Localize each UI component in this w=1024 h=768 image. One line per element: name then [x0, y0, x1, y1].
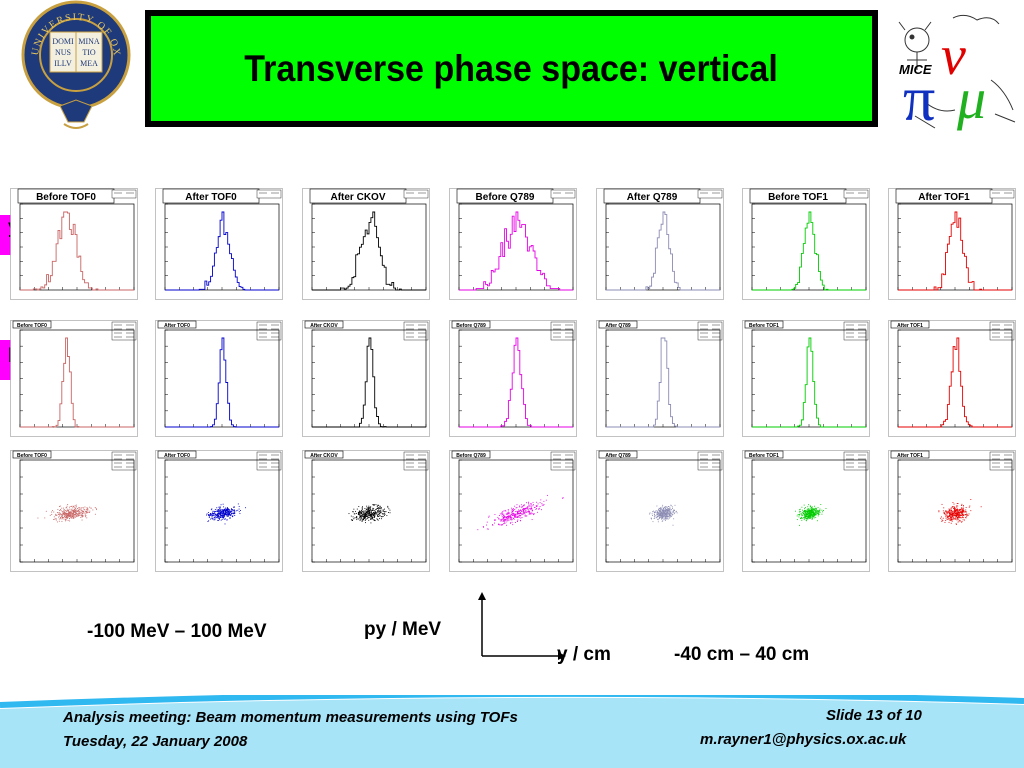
histogram-series [459, 211, 573, 291]
scatter-points [648, 504, 678, 526]
scatter-points [477, 494, 564, 531]
py-axis-label: py / MeV [364, 619, 442, 640]
plot-title: After TOF1 [918, 192, 970, 203]
y-histogram-6: Before TOF1 [742, 188, 870, 300]
phase-space-scatter-4: Before Q789 [449, 450, 577, 572]
svg-text:ν: ν [941, 25, 966, 87]
plot-title: After CKOV [310, 453, 338, 459]
slide-title: Transverse phase space: vertical [244, 47, 779, 89]
y-histogram-3: After CKOV [302, 188, 430, 300]
footer: Analysis meeting: Beam momentum measurem… [0, 695, 1024, 768]
phase-space-scatter-5: After Q789 [596, 450, 724, 572]
y-range-label: -40 cm – 40 cm [674, 644, 810, 665]
svg-text:ILLV: ILLV [54, 59, 72, 68]
scatter-points [206, 503, 247, 525]
histogram-series [606, 337, 720, 428]
histogram-series [20, 337, 134, 428]
plot-title: Before TOF1 [768, 192, 828, 203]
py-histogram-7: After TOF1 [888, 320, 1016, 437]
y-histogram-2: After TOF0 [155, 188, 283, 300]
plot-title: Before TOF1 [749, 453, 779, 459]
scatter-points [795, 504, 827, 526]
py-histogram-4: Before Q789 [449, 320, 577, 437]
histogram-series [165, 337, 279, 428]
histogram-series [312, 337, 426, 428]
plot-title: After CKOV [310, 323, 338, 329]
plot-title: After TOF1 [897, 323, 923, 329]
svg-text:DOMI: DOMI [52, 37, 74, 46]
footer-meeting: Analysis meeting: Beam momentum measurem… [63, 709, 518, 726]
footer-date: Tuesday, 22 January 2008 [63, 733, 248, 750]
histogram-series [606, 211, 720, 291]
plot-title: Before Q789 [456, 323, 486, 329]
svg-text:MICE: MICE [899, 62, 932, 77]
histogram-series [20, 211, 134, 291]
plot-title: Before TOF1 [749, 323, 779, 329]
py-range-label: -100 MeV – 100 MeV [87, 621, 267, 642]
phase-space-scatter-1: Before TOF0 [10, 450, 138, 572]
scatter-points [348, 504, 391, 524]
svg-text:TIO: TIO [82, 48, 96, 57]
py-histogram-1: Before TOF0 [10, 320, 138, 437]
py-histogram-6: Before TOF1 [742, 320, 870, 437]
histogram-series [898, 211, 1012, 291]
plot-title: After Q789 [605, 323, 631, 329]
phase-space-scatter-2: After TOF0 [155, 450, 283, 572]
histogram-series [312, 211, 426, 291]
title-box: Transverse phase space: vertical [145, 10, 878, 127]
plot-title: Before TOF0 [17, 323, 47, 329]
svg-text:MEA: MEA [80, 59, 98, 68]
plot-title: After TOF0 [185, 192, 237, 203]
oxford-crest-icon: UNIVERSITY OF OXFORD DOMI NUS ILLV MINA … [16, 0, 136, 132]
histogram-series [898, 337, 1012, 428]
mice-logo-icon: MICE π ν μ [895, 10, 1019, 134]
phase-space-scatter-7: After TOF1 [888, 450, 1016, 572]
y-histogram-5: After Q789 [596, 188, 724, 300]
plot-title: After TOF1 [897, 453, 923, 459]
y-histogram-7: After TOF1 [888, 188, 1016, 300]
svg-text:π: π [903, 63, 935, 132]
phase-space-scatter-3: After CKOV [302, 450, 430, 572]
py-histogram-2: After TOF0 [155, 320, 283, 437]
y-histogram-4: Before Q789 [449, 188, 577, 300]
y-histogram-1: Before TOF0 [10, 188, 138, 300]
plot-title: After Q789 [627, 192, 678, 203]
svg-text:NUS: NUS [55, 48, 71, 57]
plot-title: Before TOF0 [17, 453, 47, 459]
svg-text:MINA: MINA [78, 37, 100, 46]
histogram-series [752, 211, 866, 291]
axes-arrows [470, 590, 570, 662]
plot-title: After CKOV [330, 192, 385, 203]
footer-email: m.rayner1@physics.ox.ac.uk [700, 731, 907, 748]
histogram-series [165, 211, 279, 291]
py-histogram-3: After CKOV [302, 320, 430, 437]
plot-title: After TOF0 [164, 453, 190, 459]
title-background: Transverse phase space: vertical [151, 16, 872, 121]
histogram-series [459, 337, 573, 428]
plot-title: After Q789 [605, 453, 631, 459]
histogram-series [752, 337, 866, 428]
plot-title: Before Q789 [456, 453, 486, 459]
phase-space-scatter-6: Before TOF1 [742, 450, 870, 572]
scatter-points [37, 504, 97, 523]
py-histogram-5: After Q789 [596, 320, 724, 437]
footer-slide-number: Slide 13 of 10 [826, 707, 922, 724]
plot-title: Before Q789 [476, 192, 535, 203]
plot-title: Before TOF0 [36, 192, 96, 203]
plot-title: After TOF0 [164, 323, 190, 329]
svg-text:μ: μ [956, 66, 986, 131]
scatter-points [938, 499, 982, 525]
y-axis-label: y / cm [557, 644, 611, 665]
